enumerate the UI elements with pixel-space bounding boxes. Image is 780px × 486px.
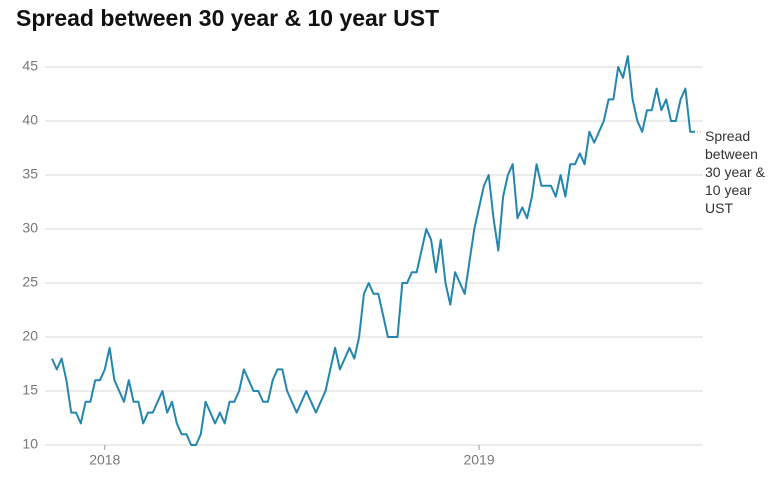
y-tick-label: 45 <box>22 58 38 74</box>
y-tick-label: 25 <box>22 274 38 290</box>
y-tick-label: 10 <box>22 436 38 452</box>
y-tick-label: 20 <box>22 328 38 344</box>
series-label: Spread between 30 year & 10 year UST <box>705 128 765 216</box>
x-tick-label: 2018 <box>89 452 120 468</box>
y-tick-label: 35 <box>22 166 38 182</box>
y-tick-label: 30 <box>22 220 38 236</box>
line-series <box>51 55 695 446</box>
x-tick-label: 2019 <box>463 452 494 468</box>
y-tick-label: 15 <box>22 382 38 398</box>
y-tick-label: 40 <box>22 112 38 128</box>
chart-title: Spread between 30 year & 10 year UST <box>16 5 439 31</box>
